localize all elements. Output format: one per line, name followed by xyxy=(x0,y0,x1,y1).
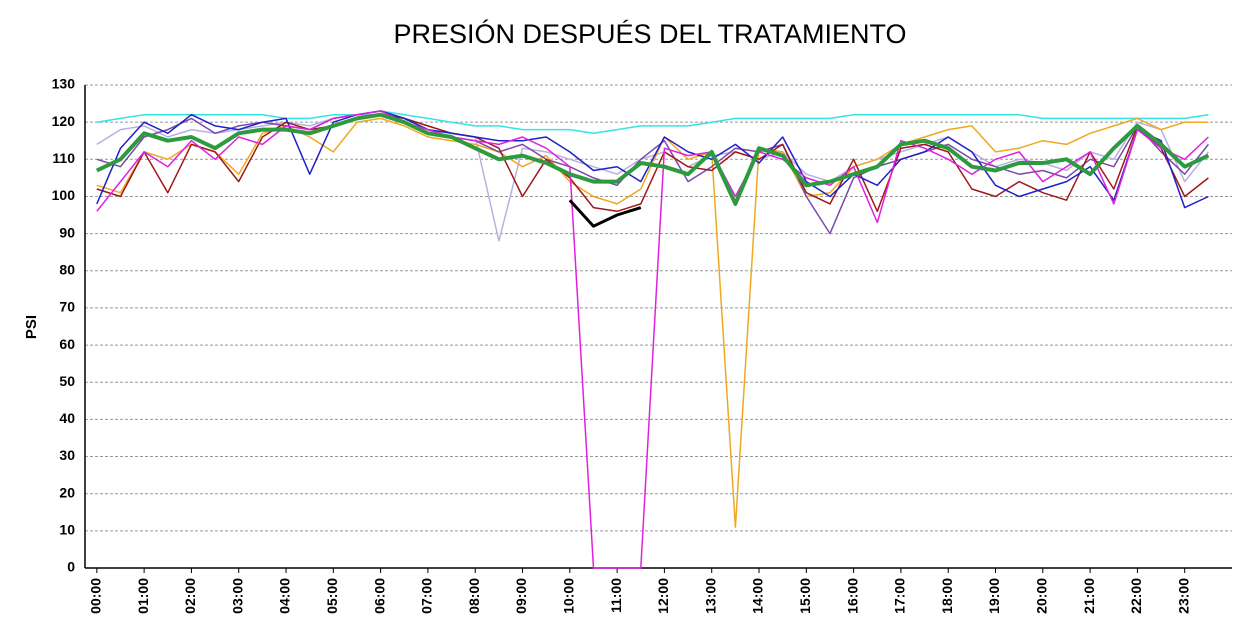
y-tick-label: 50 xyxy=(59,373,75,389)
series-line xyxy=(568,199,642,228)
y-tick-label: 110 xyxy=(52,150,75,166)
x-tick-label: 12:00 xyxy=(655,578,671,614)
x-tick-label: 19:00 xyxy=(986,578,1002,614)
x-tick-label: 23:00 xyxy=(1175,578,1191,614)
y-tick-label: 130 xyxy=(52,76,76,92)
x-tick-label: 07:00 xyxy=(419,578,435,614)
x-tick-label: 04:00 xyxy=(277,578,293,614)
x-tick-label: 16:00 xyxy=(844,578,860,614)
x-tick-label: 22:00 xyxy=(1128,578,1144,614)
x-tick-label: 02:00 xyxy=(182,578,198,614)
y-axis-label: PSI xyxy=(23,315,40,339)
x-tick-label: 20:00 xyxy=(1034,578,1050,614)
y-tick-label: 70 xyxy=(59,299,75,315)
x-tick-label: 17:00 xyxy=(892,578,908,614)
series-line xyxy=(96,110,1209,209)
x-tick-label: 00:00 xyxy=(88,578,104,614)
y-tick-label: 120 xyxy=(52,113,76,129)
y-tick-label: 10 xyxy=(59,522,75,538)
y-tick-label: 40 xyxy=(59,410,75,426)
y-tick-label: 20 xyxy=(59,484,75,500)
x-tick-label: 14:00 xyxy=(750,578,766,614)
chart-title: PRESIÓN DESPUÉS DEL TRATAMIENTO xyxy=(393,18,906,49)
x-tick-label: 06:00 xyxy=(371,578,387,614)
y-tick-label: 90 xyxy=(59,224,75,240)
y-tick-label: 80 xyxy=(59,261,75,277)
y-tick-label: 60 xyxy=(59,336,75,352)
x-tick-label: 05:00 xyxy=(324,578,340,614)
x-tick-label: 13:00 xyxy=(702,578,718,614)
series-line xyxy=(95,112,1210,206)
x-tick-label: 21:00 xyxy=(1081,578,1097,614)
x-tick-label: 09:00 xyxy=(513,578,529,614)
x-tick-label: 18:00 xyxy=(939,578,955,614)
y-tick-label: 30 xyxy=(59,447,75,463)
x-tick-label: 01:00 xyxy=(135,578,151,614)
series-line xyxy=(96,110,1209,135)
x-tick-label: 11:00 xyxy=(608,578,624,613)
y-tick-label: 0 xyxy=(67,559,75,575)
y-tick-label: 100 xyxy=(52,187,76,203)
series-line xyxy=(96,113,1209,242)
x-tick-label: 08:00 xyxy=(466,578,482,614)
x-tick-label: 03:00 xyxy=(229,578,245,614)
x-tick-label: 15:00 xyxy=(797,578,813,614)
series-line xyxy=(96,113,1209,213)
x-tick-label: 10:00 xyxy=(561,578,577,614)
